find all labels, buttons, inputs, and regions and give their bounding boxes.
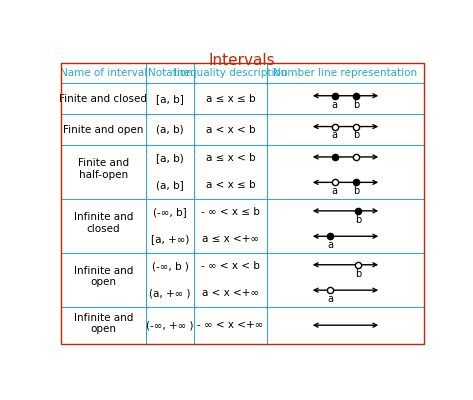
Text: Notation: Notation [148, 68, 193, 78]
Text: Infinite and
open: Infinite and open [74, 266, 133, 288]
Text: a: a [332, 130, 338, 140]
Text: a < x < b: a < x < b [206, 125, 255, 135]
Text: b: b [353, 186, 359, 196]
Text: Intervals: Intervals [209, 53, 275, 68]
Text: (a, +∞ ): (a, +∞ ) [149, 288, 191, 298]
Text: Number line representation: Number line representation [273, 68, 418, 78]
Text: a: a [332, 186, 338, 196]
Text: a ≤ x <+∞: a ≤ x <+∞ [202, 234, 259, 244]
Text: Infinite and
closed: Infinite and closed [74, 212, 133, 234]
Text: a: a [327, 294, 333, 304]
Text: a ≤ x ≤ b: a ≤ x ≤ b [206, 94, 255, 104]
Text: a: a [332, 100, 338, 110]
Text: Name of interval: Name of interval [60, 68, 147, 78]
Text: (-∞, b]: (-∞, b] [153, 207, 187, 217]
Text: [a, b): [a, b) [156, 154, 184, 164]
Text: a: a [327, 240, 333, 250]
Text: - ∞ < x <+∞: - ∞ < x <+∞ [197, 320, 263, 330]
Text: (a, b]: (a, b] [156, 180, 184, 190]
Text: Finite and
half-open: Finite and half-open [78, 158, 129, 180]
Text: (a, b): (a, b) [156, 125, 184, 135]
Text: Infinite and
open: Infinite and open [74, 313, 133, 334]
Text: b: b [355, 269, 361, 279]
Text: Inequality description: Inequality description [174, 68, 287, 78]
Text: [a, b]: [a, b] [156, 94, 184, 104]
Text: b: b [353, 100, 359, 110]
Text: (-∞, +∞ ): (-∞, +∞ ) [146, 320, 194, 330]
Text: a < x ≤ b: a < x ≤ b [206, 180, 255, 190]
Text: b: b [355, 215, 361, 225]
Text: Finite and open: Finite and open [63, 125, 143, 135]
Text: [a, +∞): [a, +∞) [151, 234, 189, 244]
Text: - ∞ < x < b: - ∞ < x < b [201, 261, 260, 271]
Text: b: b [353, 130, 359, 140]
Text: a < x <+∞: a < x <+∞ [202, 288, 259, 298]
Text: (-∞, b ): (-∞, b ) [151, 261, 188, 271]
Text: a ≤ x < b: a ≤ x < b [206, 154, 255, 164]
Text: Finite and closed: Finite and closed [59, 94, 147, 104]
Text: - ∞ < x ≤ b: - ∞ < x ≤ b [201, 207, 260, 217]
